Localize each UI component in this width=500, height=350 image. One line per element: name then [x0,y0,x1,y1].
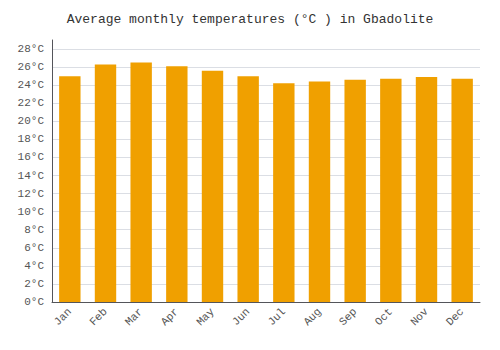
svg-text:Dec: Dec [444,306,466,328]
svg-text:22°C: 22°C [18,97,45,109]
svg-text:20°C: 20°C [18,115,45,127]
svg-text:Average monthly temperatures (: Average monthly temperatures (°C ) in Gb… [67,12,434,27]
svg-text:2°C: 2°C [24,278,44,290]
svg-text:12°C: 12°C [18,188,45,200]
svg-text:Feb: Feb [87,306,109,328]
svg-text:Jul: Jul [266,306,288,328]
svg-text:28°C: 28°C [18,43,45,55]
svg-text:10°C: 10°C [18,206,45,218]
svg-text:Sep: Sep [337,306,359,328]
svg-text:Jun: Jun [230,306,252,328]
svg-text:Oct: Oct [373,306,395,328]
svg-text:6°C: 6°C [24,242,44,254]
svg-text:16°C: 16°C [18,151,45,163]
svg-text:Mar: Mar [123,306,145,328]
svg-text:4°C: 4°C [24,260,44,272]
svg-text:Aug: Aug [301,306,323,328]
svg-text:18°C: 18°C [18,133,45,145]
svg-text:Apr: Apr [159,306,181,328]
svg-text:0°C: 0°C [24,296,44,308]
svg-text:26°C: 26°C [18,61,45,73]
svg-text:Jan: Jan [52,306,74,328]
svg-text:May: May [194,305,217,328]
svg-text:14°C: 14°C [18,170,45,182]
svg-text:8°C: 8°C [24,224,44,236]
svg-text:24°C: 24°C [18,79,45,91]
svg-text:Nov: Nov [408,305,431,328]
